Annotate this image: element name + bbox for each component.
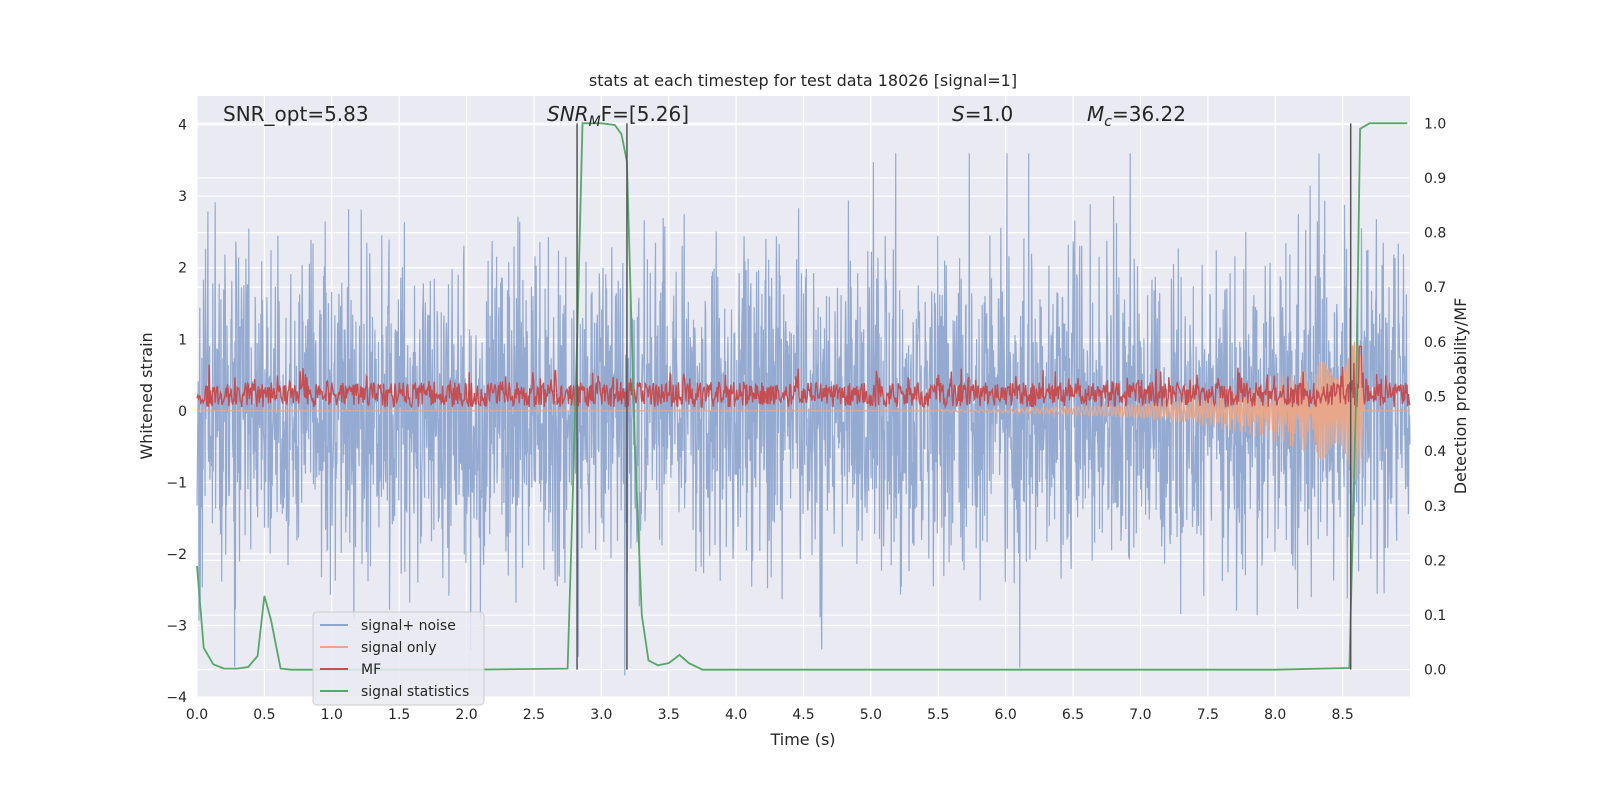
legend-label-mf: MF — [361, 662, 381, 678]
right-y-tick-label: 0.5 — [1424, 390, 1446, 406]
vertical-markers — [576, 123, 1352, 670]
annotation-s: S=1.0 — [952, 102, 1013, 126]
x-tick-label: 3.0 — [590, 707, 612, 723]
right-y-tick-label: 0.1 — [1424, 608, 1446, 624]
y-tick-label: 1 — [178, 332, 187, 348]
right-y-axis-label: Detection probability/MF — [1451, 298, 1470, 495]
plot-area — [196, 122, 1411, 676]
x-tick-label: 5.5 — [927, 707, 949, 723]
right-y-tick-label: 1.0 — [1424, 116, 1446, 132]
legend-box — [312, 611, 485, 706]
x-tick-label: 2.0 — [455, 707, 477, 723]
mc-symbol: M — [1087, 102, 1104, 126]
annotation-mc: Mc=36.22 — [1087, 102, 1186, 130]
tick-labels: 0.0 0.5 1.0 1.5 2.0 2.5 3.0 3.5 4.0 4.5 5.0 5.5 6.0 6… — [166, 116, 1446, 723]
y-tick-label: 3 — [178, 189, 187, 205]
x-tick-label: 2.5 — [523, 707, 545, 723]
y-tick-label: 0 — [178, 404, 187, 420]
x-tick-label: 7.5 — [1197, 707, 1219, 723]
legend-label-signal-noise: signal+ noise — [361, 618, 456, 634]
right-y-tick-label: 0.8 — [1424, 226, 1446, 242]
mc-subscript: c — [1104, 114, 1112, 130]
s-value: =1.0 — [965, 102, 1014, 126]
snr-mf-symbol: SNR — [547, 102, 589, 126]
y-tick-label: −2 — [166, 547, 187, 563]
right-y-tick-label: 0.9 — [1424, 171, 1446, 187]
series-mf — [196, 345, 1411, 410]
s-symbol: S — [952, 102, 965, 126]
right-y-tick-label: 0.4 — [1424, 444, 1446, 460]
x-tick-label: 1.5 — [388, 707, 410, 723]
x-axis-label: Time (s) — [769, 730, 835, 749]
x-tick-label: 8.5 — [1331, 707, 1353, 723]
x-tick-label: 6.5 — [1062, 707, 1084, 723]
y-tick-label: −4 — [166, 690, 187, 706]
right-y-tick-label: 0.0 — [1424, 663, 1446, 679]
legend-label-signal-only: signal only — [361, 640, 436, 656]
x-tick-label: 5.0 — [860, 707, 882, 723]
x-tick-label: 6.0 — [995, 707, 1017, 723]
x-tick-label: 0.0 — [186, 707, 208, 723]
legend-label-signal-statistics: signal statistics — [361, 684, 469, 700]
y-tick-label: −3 — [166, 618, 187, 634]
series-signal-statistics — [196, 122, 1408, 671]
x-tick-label: 8.0 — [1264, 707, 1286, 723]
x-tick-label: 3.5 — [658, 707, 680, 723]
x-tick-label: 0.5 — [253, 707, 275, 723]
right-y-tick-label: 0.7 — [1424, 280, 1446, 296]
x-tick-label: 4.5 — [792, 707, 814, 723]
snr-mf-subscript: M — [589, 114, 601, 130]
y-axis-label: Whitened strain — [137, 332, 156, 459]
annotation-snr-opt: SNR_opt=5.83 — [223, 102, 369, 126]
series-signal-only — [197, 340, 1410, 481]
mc-value: =36.22 — [1112, 102, 1186, 126]
y-tick-label: −1 — [166, 475, 187, 491]
chart-title: stats at each timestep for test data 180… — [589, 71, 1017, 90]
x-tick-label: 7.0 — [1129, 707, 1151, 723]
snr-mf-value: F=[5.26] — [601, 102, 689, 126]
right-y-tick-label: 0.3 — [1424, 499, 1446, 515]
legend: signal+ noise signal only MF signal stat… — [312, 611, 485, 706]
y-tick-label: 4 — [178, 118, 187, 134]
right-y-tick-label: 0.2 — [1424, 553, 1446, 569]
x-tick-label: 1.0 — [321, 707, 343, 723]
x-tick-label: 4.0 — [725, 707, 747, 723]
annotation-snr-mf: SNRMF=[5.26] — [547, 102, 689, 130]
y-tick-label: 2 — [178, 261, 187, 277]
right-y-tick-label: 0.6 — [1424, 335, 1446, 351]
